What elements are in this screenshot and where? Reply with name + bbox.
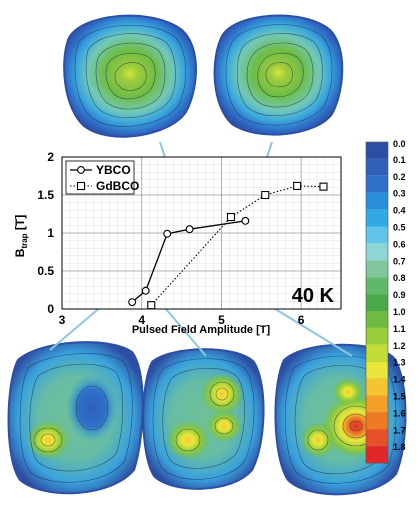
y-tick-label: 2 — [47, 150, 54, 164]
colorbar-swatch — [366, 277, 388, 295]
colorbar-label: 1.7 — [393, 425, 406, 435]
x-tick-label: 6 — [298, 313, 305, 327]
series-ybco-point — [128, 298, 137, 307]
series-ybco-point — [185, 225, 194, 234]
colorbar-swatch — [366, 395, 388, 413]
colorbar-label: 1.3 — [393, 358, 406, 368]
colorbar-swatch — [366, 260, 388, 278]
colormap-bottom-left — [7, 341, 144, 495]
y-axis-label-main: B — [13, 248, 27, 257]
colorbar-swatch — [366, 243, 388, 261]
colorbar-label: 1.2 — [393, 341, 406, 351]
colorbar-swatch — [366, 412, 388, 430]
colorbar: 0.0 0.1 0.2 0.3 0.4 0.5 0.6 0.7 0.8 0.9 1.0 1.1 1.2 1… — [365, 139, 406, 464]
y-tick-label: 0.5 — [37, 264, 54, 278]
colorbar-label: 0.4 — [393, 206, 406, 216]
legend: YBCO GdBCO — [65, 160, 139, 195]
y-axis-label-unit: [T] — [13, 215, 27, 234]
colorbar-swatch — [366, 192, 388, 210]
series-gdbco-point — [261, 190, 270, 200]
x-axis-label: Pulsed Field Amplitude [T] — [132, 324, 271, 336]
colorbar-label: 0.2 — [393, 172, 406, 182]
colorbar-swatch — [366, 327, 388, 345]
colormap-top-right — [213, 14, 344, 136]
colorbar-label: 1.0 — [393, 307, 406, 317]
colorbar-label: 0.9 — [393, 290, 406, 300]
colorbar-label: 0.1 — [393, 155, 406, 165]
colorbar-label: 0.8 — [393, 273, 406, 283]
colorbar-swatch — [366, 429, 388, 447]
colorbar-swatch — [366, 175, 388, 193]
colorbar-swatch — [366, 361, 388, 379]
colorbar-label: 1.4 — [393, 375, 406, 385]
legend-gdbco-marker — [76, 181, 86, 191]
series-gdbco-point — [226, 212, 236, 222]
legend-ybco-label: YBCO — [96, 163, 131, 177]
y-tick-label: 1 — [47, 226, 54, 240]
trapped-field-chart: 3 4 5 6 0 0.5 1 1.5 2 YBCO GdBCO 40 K Pulsed Fie… — [13, 150, 342, 336]
series-gdbco-point — [147, 301, 156, 310]
x-tick-label: 4 — [138, 313, 145, 327]
colorbar-swatch — [366, 378, 388, 396]
series-ybco-point — [141, 286, 150, 295]
colorbar-swatch — [366, 209, 388, 227]
series-gdbco-point — [319, 182, 328, 191]
colorbar-swatch — [366, 294, 388, 311]
colorbar-label: 0.0 — [393, 139, 406, 149]
colorbar-label: 0.7 — [393, 256, 406, 266]
colormap-bottom-middle — [142, 348, 265, 490]
y-tick-label: 0 — [47, 302, 54, 316]
colorbar-label: 1.1 — [393, 324, 406, 334]
colorbar-swatch — [366, 311, 388, 328]
colorbar-label: 0.3 — [393, 189, 406, 199]
series-ybco-point — [241, 216, 250, 225]
colorbar-label: 0.6 — [393, 239, 406, 249]
legend-ybco-marker — [77, 166, 85, 174]
colormap-top-left — [63, 14, 197, 138]
colorbar-label: 0.5 — [393, 223, 406, 233]
series-gdbco-point — [293, 181, 302, 190]
colorbar-swatch — [366, 446, 388, 464]
colorbar-swatch — [366, 158, 388, 176]
series — [128, 181, 328, 310]
y-axis-label-sub: trap — [20, 233, 29, 248]
colorbar-swatch — [366, 344, 388, 362]
legend-gdbco-label: GdBCO — [96, 179, 139, 193]
plot-frame — [61, 156, 342, 310]
colorbar-label: 1.6 — [393, 408, 406, 418]
x-tick-label: 5 — [218, 313, 225, 327]
temperature-annotation: 40 K — [292, 285, 335, 307]
y-axis-label: Btrap [T] — [13, 215, 29, 257]
colorbar-swatch — [366, 142, 388, 159]
colorbar-frame — [365, 141, 389, 464]
y-tick-label: 1.5 — [37, 188, 54, 202]
colorbar-label: 1.8 — [393, 442, 406, 452]
x-tick-label: 3 — [59, 313, 66, 327]
ticks: 3 4 5 6 0 0.5 1 1.5 2 — [37, 150, 304, 327]
colorbar-swatch — [366, 226, 388, 244]
series-ybco-point — [163, 229, 172, 238]
colorbar-label: 1.5 — [393, 392, 406, 402]
